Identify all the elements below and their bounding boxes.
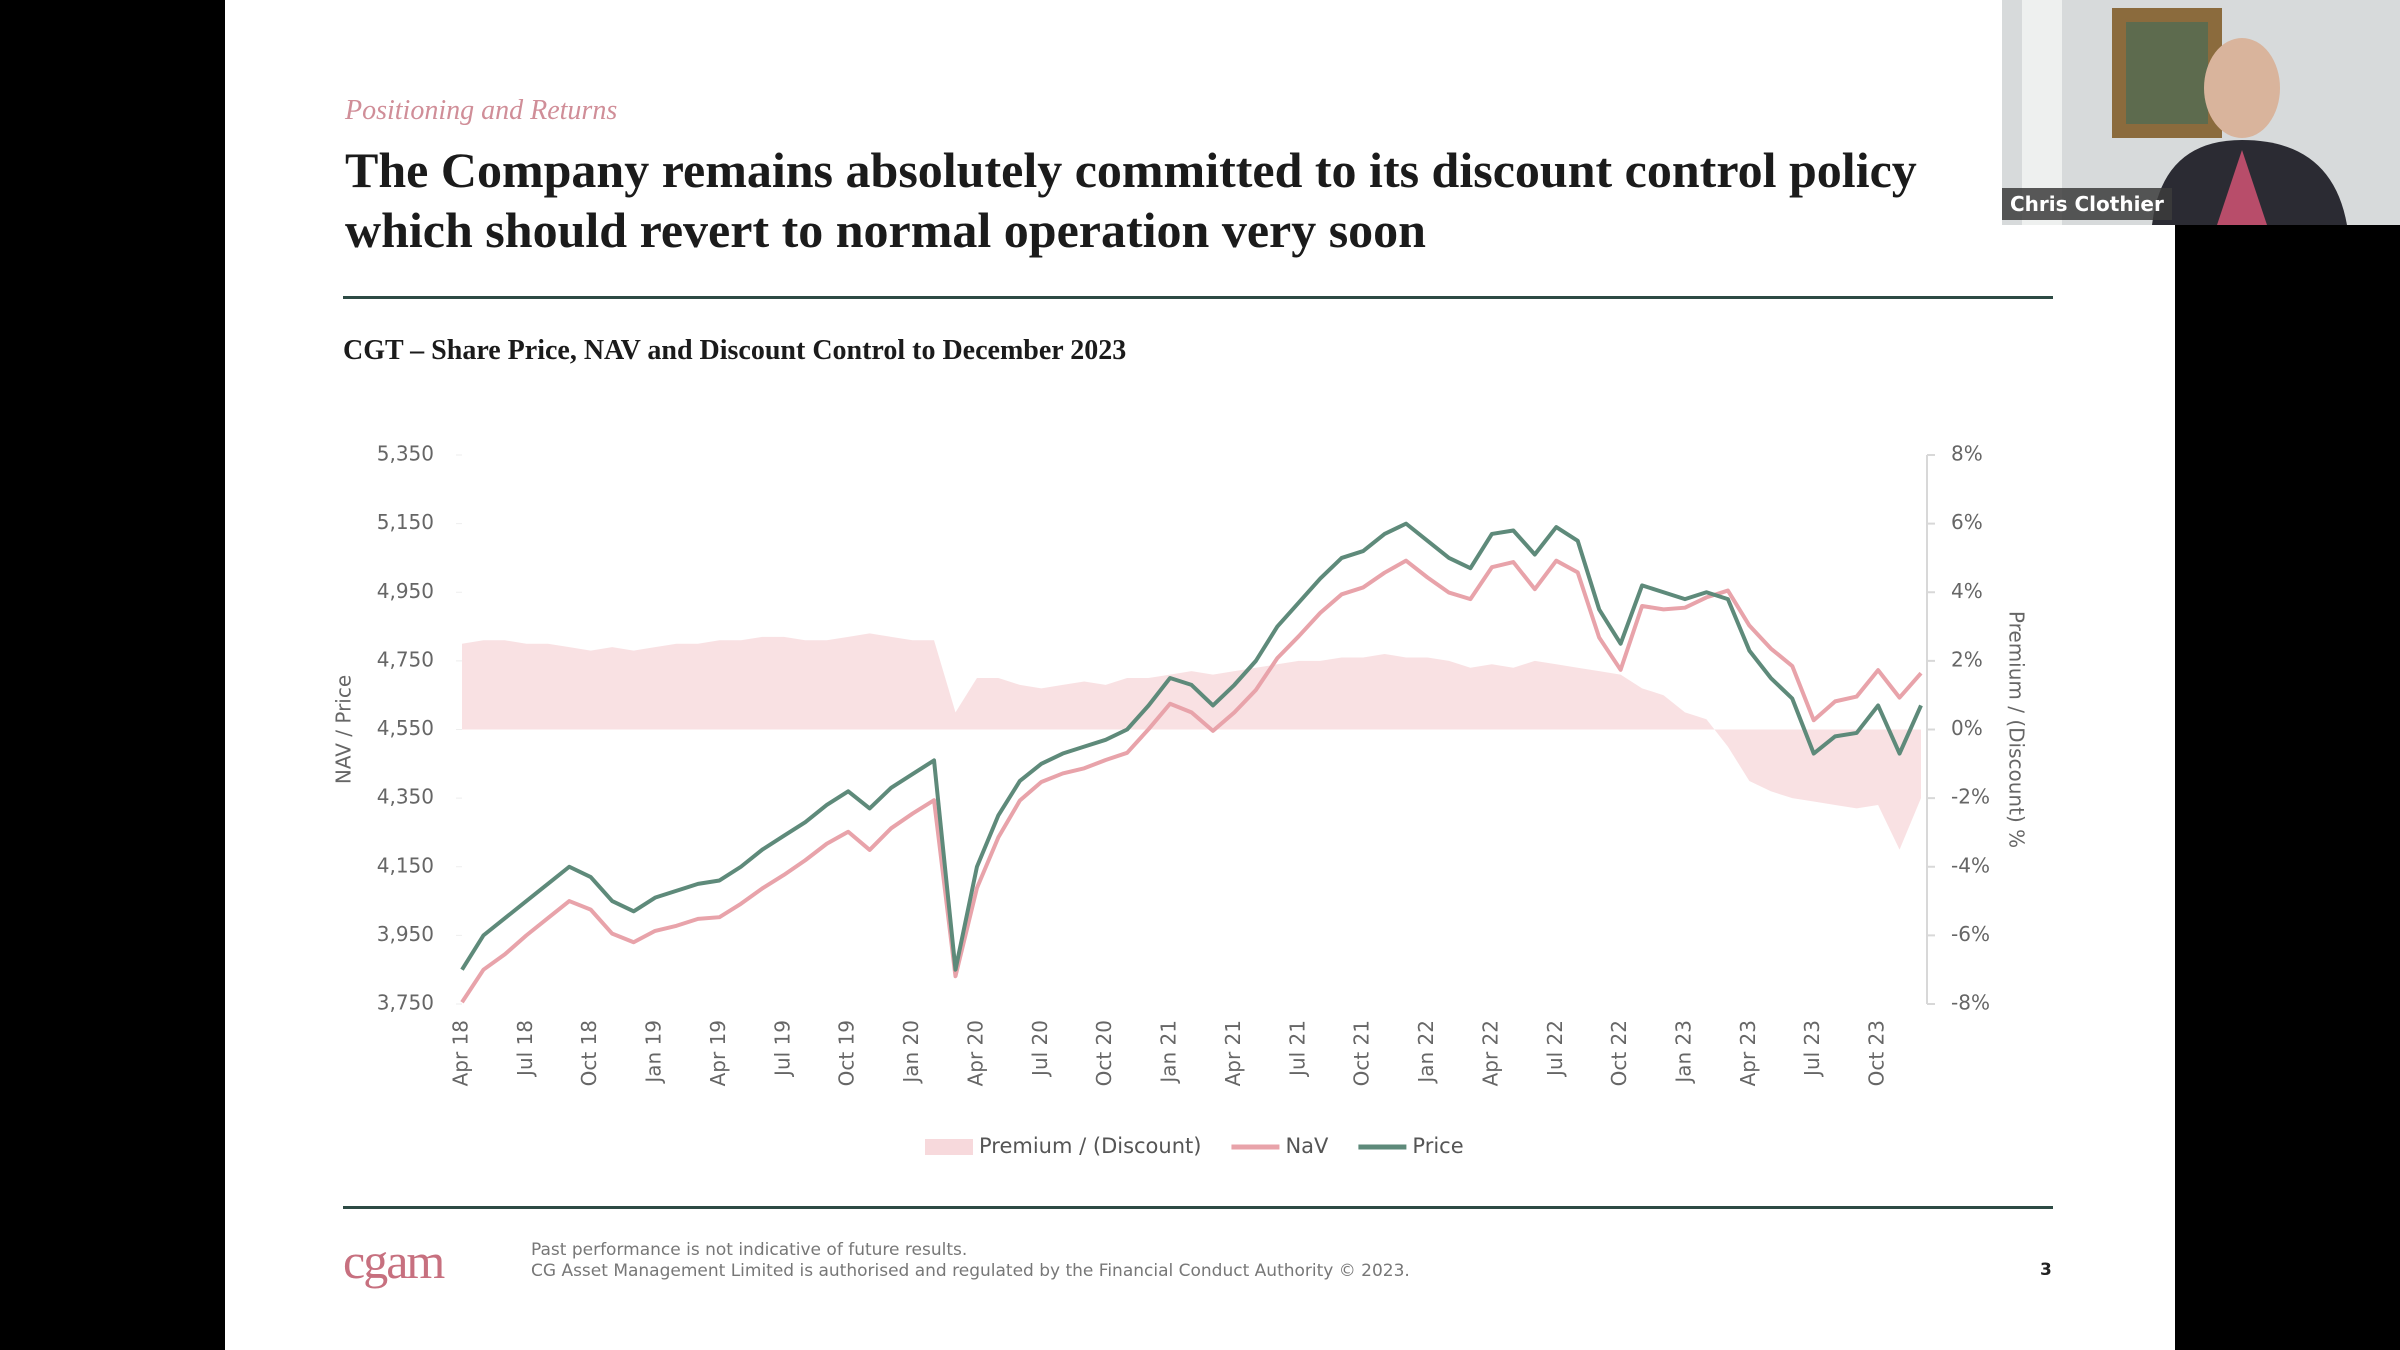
headline-line: which should revert to normal operation …	[345, 202, 1426, 258]
painting	[2126, 22, 2208, 124]
x-tick-label: Apr 22	[1478, 1020, 1502, 1086]
chart-title: CGT – Share Price, NAV and Discount Cont…	[343, 335, 1127, 366]
x-tick-label: Jan 22	[1414, 1020, 1438, 1085]
x-tick-label: Jul 18	[513, 1020, 537, 1078]
y2-tick-label: 6%	[1951, 510, 1983, 534]
legend: Premium / (Discount) NaV Price	[925, 1134, 1464, 1158]
y-tick-label: 5,350	[377, 442, 434, 466]
headline-line: The Company remains absolutely committed…	[345, 142, 1917, 198]
y-tick-label: 4,550	[377, 716, 434, 740]
divider	[343, 1206, 2053, 1209]
slide-kicker: Positioning and Returns	[345, 95, 618, 126]
webcam-tile: Chris Clothier	[2002, 0, 2400, 225]
chart: 3,750 3,950 4,150 4,350 4,550 4,750 4,950 5,150…	[332, 442, 2029, 1159]
legend-label: NaV	[1285, 1134, 1329, 1158]
premium-area	[462, 633, 1921, 850]
divider	[343, 296, 2053, 299]
x-tick-label: Apr 21	[1221, 1020, 1245, 1086]
y-tick-label: 4,150	[377, 853, 434, 877]
legend-label: Premium / (Discount)	[979, 1134, 1201, 1158]
y2-tick-label: 8%	[1951, 442, 1983, 466]
x-tick-label: Oct 19	[835, 1020, 859, 1086]
disclaimer-line: Past performance is not indicative of fu…	[531, 1240, 968, 1260]
y2-tick-label: -6%	[1951, 922, 1990, 946]
y-tick-label: 4,950	[377, 579, 434, 603]
y2-tick-label: 2%	[1951, 647, 1983, 671]
x-tick-label: Oct 22	[1607, 1020, 1631, 1086]
x-tick-label: Apr 19	[706, 1020, 730, 1086]
x-tick-label: Jan 21	[1157, 1020, 1181, 1085]
y-tick-label: 4,350	[377, 785, 434, 809]
webcam-video	[2002, 0, 2400, 225]
x-tick-label: Oct 21	[1350, 1020, 1374, 1086]
disclaimer: Past performance is not indicative of fu…	[531, 1240, 1410, 1282]
x-tick-label: Jul 19	[770, 1020, 794, 1078]
page-number: 3	[2040, 1260, 2052, 1280]
x-tick-label: Oct 23	[1865, 1020, 1889, 1086]
window	[2022, 0, 2062, 225]
x-tick-label: Jul 22	[1543, 1020, 1567, 1078]
series-line	[460, 521, 1923, 972]
y-tick-label: 4,750	[377, 647, 434, 671]
participant-name: Chris Clothier	[2002, 188, 2172, 220]
x-tick-label: Oct 20	[1092, 1020, 1116, 1086]
legend-swatch	[925, 1139, 973, 1155]
x-tick-label: Jul 20	[1028, 1020, 1052, 1078]
head	[2204, 38, 2280, 138]
x-tick-label: Jul 21	[1285, 1020, 1309, 1078]
logo: cgam	[343, 1233, 445, 1289]
y2-tick-label: -8%	[1951, 991, 1990, 1015]
y2-tick-label: 0%	[1951, 716, 1983, 740]
x-tick-label: Jul 23	[1800, 1020, 1824, 1078]
y2-tick-label: -2%	[1951, 785, 1990, 809]
y-tick-label: 3,750	[377, 991, 434, 1015]
y2-tick-label: 4%	[1951, 579, 1983, 603]
y2-tick-label: -4%	[1951, 853, 1990, 877]
shirt	[2217, 150, 2267, 225]
y2-axis-title: Premium / (Discount) %	[2005, 611, 2029, 848]
slide: Positioning and Returns The Company rema…	[225, 0, 2175, 1350]
x-tick-label: Jan 23	[1671, 1020, 1695, 1085]
x-tick-label: Jan 19	[642, 1020, 666, 1085]
slide-headline: The Company remains absolutely committed…	[345, 140, 1917, 260]
series-line	[460, 558, 1923, 1004]
y-tick-label: 3,950	[377, 922, 434, 946]
legend-label: Price	[1412, 1134, 1463, 1158]
disclaimer-line: CG Asset Management Limited is authorise…	[531, 1261, 1410, 1281]
x-tick-label: Jan 20	[899, 1020, 923, 1085]
x-tick-label: Oct 18	[577, 1020, 601, 1086]
x-tick-label: Apr 23	[1736, 1020, 1760, 1086]
x-tick-label: Apr 18	[449, 1020, 473, 1086]
x-tick-label: Apr 20	[963, 1020, 987, 1086]
y-axis-title: NAV / Price	[332, 675, 356, 784]
y-tick-label: 5,150	[377, 510, 434, 534]
